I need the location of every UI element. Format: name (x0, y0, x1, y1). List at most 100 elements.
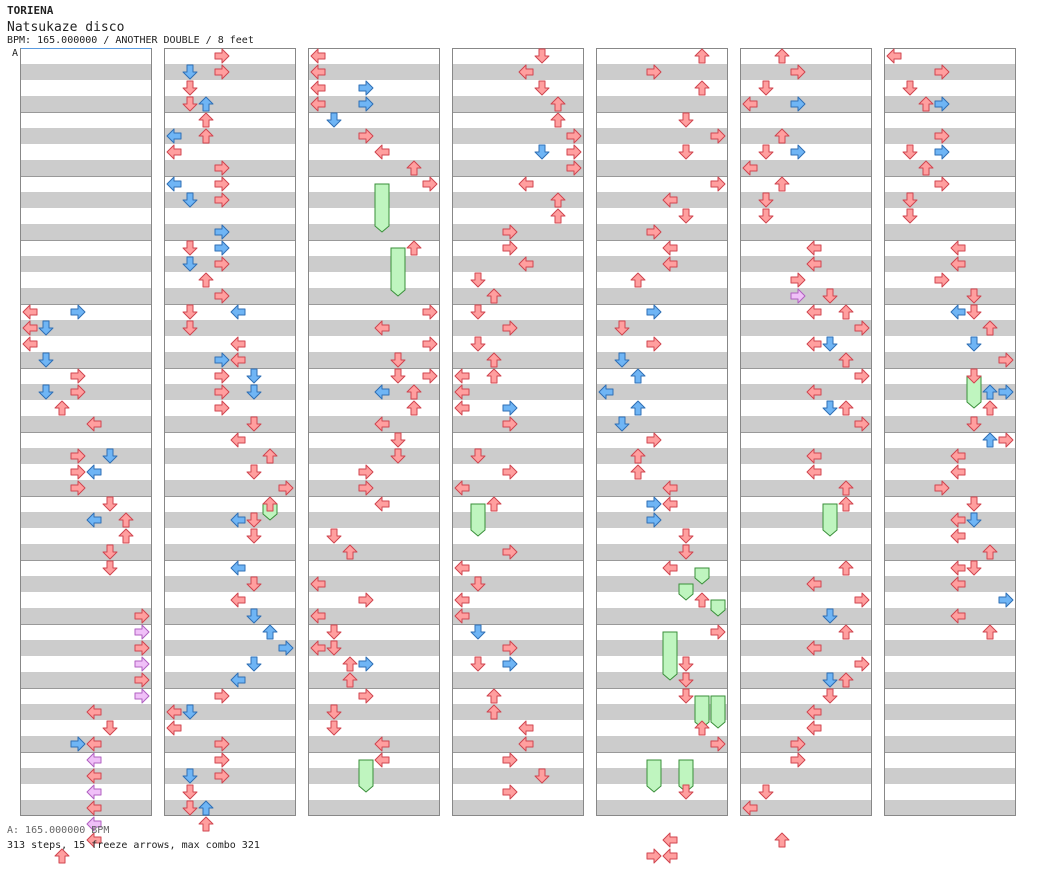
beat-stripe (452, 448, 584, 464)
beat-stripe (20, 736, 152, 752)
up-arrow-note (550, 192, 566, 208)
down-arrow-note (246, 368, 262, 384)
beat-stripe (452, 320, 584, 336)
down-arrow-note (326, 528, 342, 544)
beat-stripe (164, 256, 296, 272)
beat-stripe (884, 160, 1016, 176)
down-arrow-note (902, 80, 918, 96)
right-arrow-note (566, 144, 582, 160)
beat-stripe (884, 288, 1016, 304)
down-arrow-note (326, 624, 342, 640)
down-arrow-note (182, 800, 198, 816)
beat-stripe (596, 736, 728, 752)
down-arrow-note (182, 304, 198, 320)
left-arrow-note (86, 512, 102, 528)
down-arrow-note (182, 64, 198, 80)
up-arrow-note (838, 352, 854, 368)
beat-stripe (884, 96, 1016, 112)
beat-stripe (884, 640, 1016, 656)
up-arrow-note (838, 400, 854, 416)
beat-stripe (164, 512, 296, 528)
right-arrow-note (134, 672, 150, 688)
down-arrow-note (966, 512, 982, 528)
down-arrow-note (102, 544, 118, 560)
freeze-arrow (710, 599, 726, 617)
beat-stripe (740, 96, 872, 112)
beat-stripe (164, 640, 296, 656)
left-arrow-note (374, 144, 390, 160)
beat-stripe (452, 352, 584, 368)
beat-stripe (164, 288, 296, 304)
up-arrow-note (630, 368, 646, 384)
beat-stripe (308, 384, 440, 400)
beat-stripe (308, 448, 440, 464)
left-arrow-note (230, 560, 246, 576)
beat-stripe (308, 544, 440, 560)
beat-stripe (308, 704, 440, 720)
up-arrow-note (486, 688, 502, 704)
left-arrow-note (806, 240, 822, 256)
beat-stripe (884, 672, 1016, 688)
right-arrow-note (214, 384, 230, 400)
beat-stripe (596, 352, 728, 368)
column-border (164, 48, 296, 816)
right-arrow-note (934, 144, 950, 160)
down-arrow-note (326, 720, 342, 736)
up-arrow-note (838, 560, 854, 576)
left-arrow-note (454, 480, 470, 496)
left-arrow-note (86, 752, 102, 768)
left-arrow-note (806, 384, 822, 400)
beat-stripe (452, 224, 584, 240)
right-arrow-note (214, 400, 230, 416)
beat-stripe (740, 192, 872, 208)
beat-stripe (452, 192, 584, 208)
right-arrow-note (214, 368, 230, 384)
left-arrow-note (806, 448, 822, 464)
right-arrow-note (998, 384, 1014, 400)
up-arrow-note (550, 96, 566, 112)
down-arrow-note (246, 512, 262, 528)
down-arrow-note (470, 576, 486, 592)
left-arrow-note (86, 704, 102, 720)
beat-stripe (20, 416, 152, 432)
beat-stripe (20, 192, 152, 208)
beat-stripe (164, 576, 296, 592)
freeze-arrow (694, 567, 710, 585)
beat-stripe (740, 512, 872, 528)
right-arrow-note (566, 160, 582, 176)
down-arrow-note (390, 368, 406, 384)
beat-stripe (308, 320, 440, 336)
up-arrow-note (198, 96, 214, 112)
beat-stripe (308, 576, 440, 592)
down-arrow-note (534, 48, 550, 64)
beat-stripe (740, 224, 872, 240)
beat-stripe (20, 224, 152, 240)
right-arrow-note (502, 464, 518, 480)
beat-stripe (452, 128, 584, 144)
beat-stripe (308, 288, 440, 304)
up-arrow-note (918, 96, 934, 112)
beat-stripe (20, 288, 152, 304)
beat-stripe (452, 640, 584, 656)
beat-stripe (308, 608, 440, 624)
down-arrow-note (966, 368, 982, 384)
beat-stripe (308, 800, 440, 816)
up-arrow-note (486, 704, 502, 720)
beat-stripe (20, 768, 152, 784)
right-arrow-note (134, 656, 150, 672)
down-arrow-note (390, 448, 406, 464)
beat-stripe (164, 544, 296, 560)
down-arrow-note (678, 544, 694, 560)
right-arrow-note (214, 768, 230, 784)
up-arrow-note (982, 400, 998, 416)
down-arrow-note (902, 144, 918, 160)
beat-stripe (596, 384, 728, 400)
left-arrow-note (454, 368, 470, 384)
right-arrow-note (934, 272, 950, 288)
down-arrow-note (758, 784, 774, 800)
down-arrow-note (246, 416, 262, 432)
left-arrow-note (518, 176, 534, 192)
right-arrow-note (422, 336, 438, 352)
beat-stripe (740, 640, 872, 656)
